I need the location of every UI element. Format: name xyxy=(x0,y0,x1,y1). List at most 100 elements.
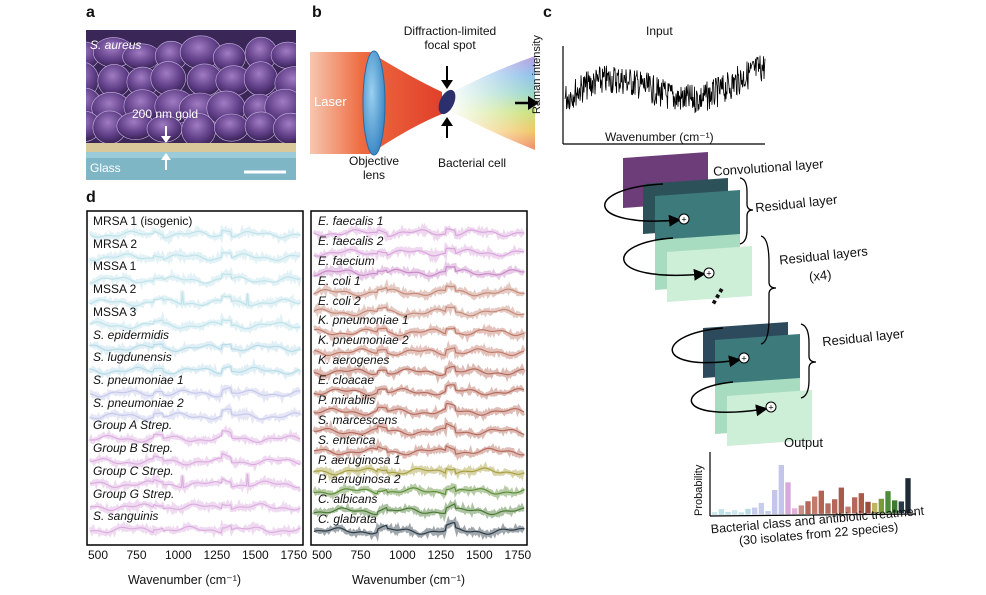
probability-bar xyxy=(892,500,898,514)
svg-text:+: + xyxy=(681,215,686,225)
probability-bar xyxy=(885,491,891,514)
probability-bar xyxy=(865,501,871,514)
input-label: Input xyxy=(646,24,673,38)
spectrum-line xyxy=(313,503,525,516)
spectrum-line xyxy=(89,343,301,352)
spectrum-line xyxy=(89,273,301,284)
laser-schematic: Laser Objective lens Diffraction-limited… xyxy=(310,22,540,192)
spectrum-label: S. sanguinis xyxy=(93,509,159,524)
layer-stack: + + + + xyxy=(604,152,817,446)
spectrum-line xyxy=(89,524,301,534)
panel-label-a: a xyxy=(86,4,95,21)
right-spectra-labels: E. faecalis 1 E. faecalis 2 E. faecium E. c… xyxy=(318,214,518,544)
spectrum-line xyxy=(89,473,301,489)
probability-bar xyxy=(825,503,831,514)
spectrum-label: Group C Strep. xyxy=(93,463,174,478)
probability-bar xyxy=(718,509,724,515)
probability-bar xyxy=(778,465,784,515)
input-spectrum-line xyxy=(564,55,766,114)
left-x-ticks: 500 750 1000 1250 1500 1750 xyxy=(86,546,307,566)
spectrum-line xyxy=(89,430,301,443)
spectrum-label: C. albicans xyxy=(318,492,378,507)
spectrum-label: Group A Strep. xyxy=(93,418,173,433)
spectrum-line xyxy=(89,365,301,375)
laser-label: Laser xyxy=(314,94,347,109)
spectrum-band xyxy=(88,245,302,268)
spectrum-line xyxy=(313,347,525,357)
probability-bar xyxy=(805,501,811,515)
spectrum-label: P. aeruginosa 1 xyxy=(318,452,401,467)
spectrum-label: E. cloacae xyxy=(318,373,375,387)
right-x-ticks: 500 750 1000 1250 1500 1750 xyxy=(310,546,531,566)
probability-bar xyxy=(785,482,791,515)
probability-bar xyxy=(772,490,778,515)
focal-spot-label-line-2: focal spot xyxy=(424,38,476,52)
probability-bar xyxy=(752,507,758,515)
spectrum-line xyxy=(89,408,301,421)
x-tick-label: 1000 xyxy=(165,548,192,562)
spectrum-band xyxy=(89,310,302,334)
left-spectra-labels: MRSA 1 (isogenic) MRSA 2 MSSA 1 MSSA 2 MSSA … xyxy=(93,214,283,544)
probability-bar xyxy=(758,502,764,515)
spectrum-line xyxy=(313,306,525,317)
spectrum-label: E. faecalis 1 xyxy=(318,214,384,228)
probability-bar xyxy=(732,510,738,515)
probability-label: Probability xyxy=(693,464,705,516)
svg-text:+: + xyxy=(706,269,711,279)
x-tick-label: 1250 xyxy=(203,548,231,562)
spectrum-label: E. faecium xyxy=(318,253,375,268)
bacterial-cell-label: Bacterial cell xyxy=(438,156,507,170)
x-tick-label: 1750 xyxy=(280,548,308,562)
x-tick-label: 1500 xyxy=(466,548,493,562)
residual-layers-mult-label: (x4) xyxy=(808,266,833,285)
probability-bar xyxy=(858,493,864,514)
spectrum-label: Group G Strep. xyxy=(93,486,175,501)
sem-image-graphic xyxy=(86,30,296,180)
spectrum-line xyxy=(90,503,301,512)
spectrum-line xyxy=(313,327,525,337)
objective-lens-label: Objective lens xyxy=(344,154,404,182)
cnn-diagram: Input Raman intensity Wavenumber (cm⁻¹) … xyxy=(531,18,983,578)
focal-spot-label: Diffraction-limited focal spot xyxy=(390,24,510,52)
probability-bar xyxy=(738,512,744,515)
spectrum-line xyxy=(313,522,525,535)
left-x-axis-label: Wavenumber (cm⁻¹) xyxy=(128,573,242,587)
x-tick-label: 500 xyxy=(312,548,333,562)
x-tick-label: 750 xyxy=(126,548,147,562)
probability-bar xyxy=(898,501,904,514)
probability-bar xyxy=(798,505,804,515)
spectrum-label: P. mirabilis xyxy=(318,392,376,407)
spectrum-label: K. pneumoniae 2 xyxy=(318,333,409,348)
x-tick-label: 1250 xyxy=(427,548,455,562)
raman-intensity-label: Raman intensity xyxy=(531,35,543,114)
spectrum-label: MSSA 2 xyxy=(93,282,137,297)
probability-bar xyxy=(725,511,731,515)
output-label: Output xyxy=(784,435,824,450)
probability-bar xyxy=(712,512,718,515)
spectrum-line xyxy=(313,444,525,456)
spectrum-label: P. aeruginosa 2 xyxy=(318,472,401,487)
spectrum-label: E. faecalis 2 xyxy=(318,233,384,248)
spectrum-line xyxy=(313,402,525,416)
spectrum-band xyxy=(89,497,302,516)
spectrum-line xyxy=(89,251,301,262)
probability-bar xyxy=(838,487,844,514)
probability-bar xyxy=(765,510,771,515)
spectrum-line xyxy=(89,229,301,239)
spectrum-line xyxy=(313,265,524,277)
probability-bar xyxy=(792,508,798,515)
spectrum-label: S. lugdunensis xyxy=(93,350,172,365)
output-probability-histogram xyxy=(709,452,917,517)
sem-image: S. aureus 200 nm gold Glass xyxy=(86,30,296,180)
probability-bar xyxy=(905,478,911,513)
probability-bar xyxy=(745,508,751,515)
x-tick-label: 1500 xyxy=(242,548,269,562)
spectrum-label: C. glabrata xyxy=(318,512,377,527)
bacterial-cell-shape xyxy=(243,61,278,97)
spectrum-line xyxy=(313,228,525,237)
spectra-plot-left xyxy=(86,210,304,546)
spectrum-label: MRSA 1 (isogenic) xyxy=(93,214,193,228)
probability-bar xyxy=(818,490,824,514)
glass-label: Glass xyxy=(90,161,121,175)
panel-label-d: d xyxy=(86,189,96,206)
